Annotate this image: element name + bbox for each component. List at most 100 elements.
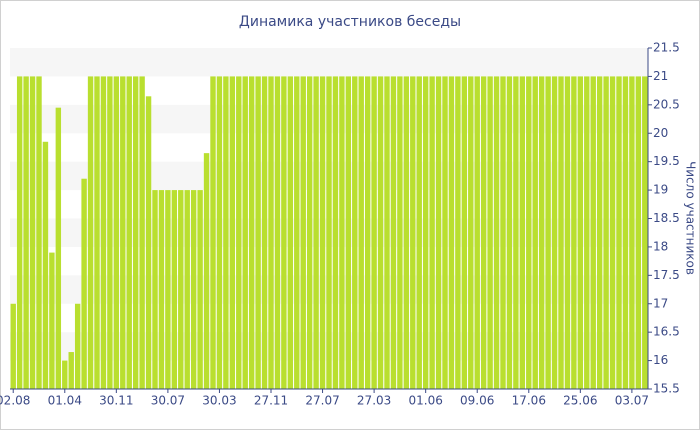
grid-band bbox=[10, 48, 648, 77]
bar bbox=[526, 76, 532, 390]
x-tick-label: 27.03 bbox=[357, 394, 391, 408]
y-tick-label: 20.5 bbox=[653, 97, 680, 111]
bar bbox=[171, 190, 178, 389]
bar bbox=[629, 76, 635, 390]
x-tick-label: 27.07 bbox=[305, 394, 339, 408]
y-tick-label: 16.5 bbox=[653, 325, 680, 339]
bar bbox=[178, 190, 184, 389]
bar bbox=[506, 76, 513, 390]
bar bbox=[448, 76, 455, 390]
bar bbox=[596, 76, 603, 390]
bar bbox=[532, 76, 538, 390]
bar bbox=[313, 76, 319, 390]
bar bbox=[55, 107, 62, 390]
bar bbox=[107, 76, 113, 390]
bar bbox=[203, 153, 210, 389]
bar bbox=[300, 76, 306, 390]
bar bbox=[390, 76, 397, 390]
bar bbox=[642, 76, 648, 390]
bar bbox=[564, 76, 571, 390]
bar bbox=[236, 76, 242, 390]
bar bbox=[190, 190, 197, 389]
bar bbox=[210, 76, 216, 390]
y-tick-label: 21.5 bbox=[653, 41, 680, 55]
bar bbox=[622, 76, 629, 390]
bar bbox=[152, 190, 158, 389]
y-tick-label: 18.5 bbox=[653, 211, 680, 225]
bar bbox=[429, 76, 435, 390]
bar bbox=[500, 76, 506, 390]
bar bbox=[281, 76, 287, 390]
y-tick-label: 19.5 bbox=[653, 154, 680, 168]
bar bbox=[36, 76, 42, 390]
bar bbox=[197, 190, 203, 389]
bar bbox=[397, 76, 403, 390]
bar bbox=[635, 76, 642, 390]
x-tick-label: 02.08 bbox=[0, 394, 30, 408]
bar bbox=[268, 76, 274, 390]
y-tick-label: 17 bbox=[653, 296, 668, 310]
y-tick-label: 17.5 bbox=[653, 268, 680, 282]
bar bbox=[242, 76, 248, 390]
bar bbox=[455, 76, 461, 390]
x-tick-label: 01.04 bbox=[48, 394, 82, 408]
bar bbox=[345, 76, 352, 390]
bar bbox=[435, 76, 442, 390]
bar bbox=[165, 190, 171, 389]
bar bbox=[184, 190, 190, 389]
bar bbox=[358, 76, 364, 390]
bar bbox=[377, 76, 384, 390]
bar bbox=[94, 76, 100, 390]
bar bbox=[558, 76, 564, 390]
bar bbox=[461, 76, 468, 390]
bar bbox=[339, 76, 345, 390]
bar bbox=[326, 76, 332, 390]
bar bbox=[551, 76, 558, 390]
x-tick-label: 01.06 bbox=[408, 394, 442, 408]
bar bbox=[480, 76, 487, 390]
bar bbox=[132, 76, 139, 390]
bar bbox=[158, 190, 165, 389]
bar bbox=[468, 76, 474, 390]
chart-title: Динамика участников беседы bbox=[239, 14, 461, 30]
bar bbox=[294, 76, 300, 390]
bar bbox=[577, 76, 584, 390]
bar bbox=[410, 76, 416, 390]
bar bbox=[81, 178, 87, 389]
y-tick-label: 18 bbox=[653, 239, 668, 253]
bar bbox=[332, 76, 339, 390]
bar bbox=[306, 76, 313, 390]
bar bbox=[216, 76, 223, 390]
bar bbox=[49, 252, 55, 389]
bar bbox=[609, 76, 616, 390]
bar bbox=[120, 76, 126, 390]
bar bbox=[422, 76, 429, 390]
bar bbox=[493, 76, 500, 390]
bar bbox=[87, 76, 94, 390]
y-axis-label: Число участников bbox=[684, 161, 698, 275]
bar bbox=[616, 76, 622, 390]
bar bbox=[513, 76, 519, 390]
x-tick-label: 17.06 bbox=[512, 394, 546, 408]
bar bbox=[603, 76, 609, 390]
x-tick-label: 30.03 bbox=[202, 394, 236, 408]
bar bbox=[10, 303, 16, 389]
x-tick-label: 03.07 bbox=[615, 394, 649, 408]
bar bbox=[62, 360, 68, 389]
bar bbox=[42, 141, 49, 389]
bar bbox=[261, 76, 268, 390]
y-tick-label: 20 bbox=[653, 126, 668, 140]
bar bbox=[100, 76, 107, 390]
y-tick-label: 15.5 bbox=[653, 382, 680, 396]
bar bbox=[68, 352, 74, 389]
bar bbox=[487, 76, 493, 390]
bar bbox=[139, 76, 145, 390]
bar bbox=[223, 76, 229, 390]
bar bbox=[113, 76, 120, 390]
bar bbox=[545, 76, 551, 390]
y-tick-label: 19 bbox=[653, 183, 668, 197]
y-tick-label: 16 bbox=[653, 353, 668, 367]
bar bbox=[352, 76, 358, 390]
bar bbox=[255, 76, 261, 390]
